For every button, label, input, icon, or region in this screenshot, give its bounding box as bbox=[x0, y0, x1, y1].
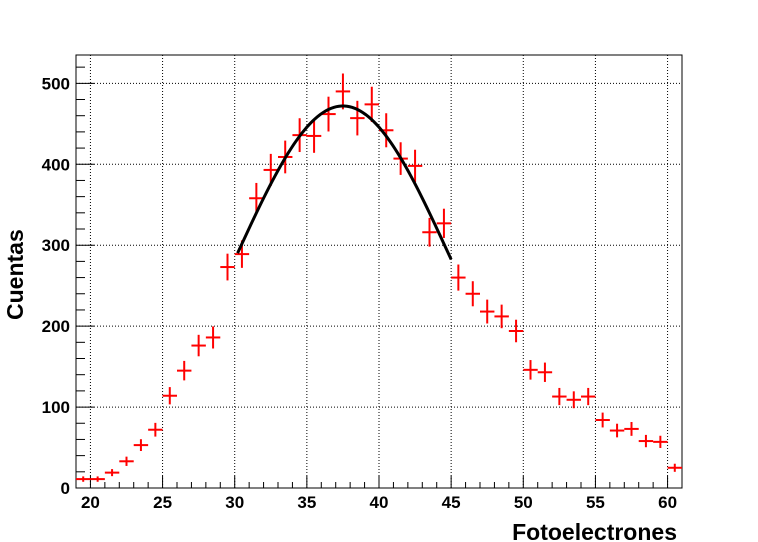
x-tick-label: 55 bbox=[586, 493, 605, 512]
data-point bbox=[653, 435, 668, 448]
data-point bbox=[638, 434, 654, 448]
y-tick-label: 100 bbox=[42, 398, 70, 417]
x-tick-label: 35 bbox=[297, 493, 316, 512]
data-point bbox=[523, 360, 538, 380]
x-tick-label: 20 bbox=[81, 493, 100, 512]
data-point bbox=[148, 422, 163, 437]
y-tick-label: 500 bbox=[42, 74, 70, 93]
data-point bbox=[595, 412, 610, 428]
fit-curve bbox=[236, 104, 453, 261]
data-point bbox=[436, 208, 452, 238]
data-point bbox=[177, 360, 192, 381]
data-point bbox=[306, 119, 322, 153]
fit-curve-line bbox=[236, 104, 453, 261]
data-point bbox=[364, 86, 379, 122]
x-tick-label: 40 bbox=[370, 493, 389, 512]
data-point bbox=[465, 281, 480, 307]
data-point bbox=[480, 299, 495, 324]
data-point bbox=[133, 439, 149, 451]
y-tick-label: 400 bbox=[42, 155, 70, 174]
data-point bbox=[581, 387, 596, 406]
grid bbox=[76, 55, 682, 488]
data-point bbox=[494, 304, 509, 329]
y-axis-title: Cuentas bbox=[2, 229, 28, 320]
y-tick-label: 300 bbox=[42, 236, 70, 255]
data-point bbox=[422, 217, 437, 247]
data-point bbox=[667, 463, 682, 472]
data-point bbox=[335, 73, 351, 110]
data-point bbox=[249, 182, 264, 214]
data-point bbox=[119, 456, 134, 466]
data-point bbox=[162, 387, 177, 405]
data-point bbox=[220, 253, 235, 281]
data-point bbox=[552, 387, 567, 406]
data-point bbox=[104, 469, 120, 477]
data-point bbox=[350, 100, 365, 136]
data-point bbox=[407, 149, 423, 183]
data-point bbox=[76, 476, 91, 482]
y-tick-label: 0 bbox=[61, 479, 70, 498]
data-point bbox=[191, 334, 206, 357]
data-point bbox=[508, 319, 524, 343]
x-tick-label: 45 bbox=[442, 493, 461, 512]
x-axis-title: Fotoelectrones bbox=[512, 519, 677, 542]
x-tick-label: 25 bbox=[153, 493, 172, 512]
data-point bbox=[90, 476, 105, 482]
data-point bbox=[263, 153, 278, 186]
data-point bbox=[451, 264, 466, 291]
x-tick-label: 60 bbox=[658, 493, 677, 512]
data-point bbox=[566, 391, 581, 409]
data-point bbox=[624, 422, 639, 436]
x-tick-label: 30 bbox=[225, 493, 244, 512]
axes: 20 25 30 35 40 45 50 55 60 0 100 200 300 400 500 bbox=[42, 54, 683, 512]
data-point bbox=[321, 96, 336, 132]
data-point bbox=[537, 362, 553, 382]
data-point bbox=[205, 326, 221, 349]
data-series-histogram bbox=[76, 73, 682, 482]
y-tick-label: 200 bbox=[42, 317, 70, 336]
x-tick-label: 50 bbox=[514, 493, 533, 512]
data-point bbox=[609, 423, 625, 438]
